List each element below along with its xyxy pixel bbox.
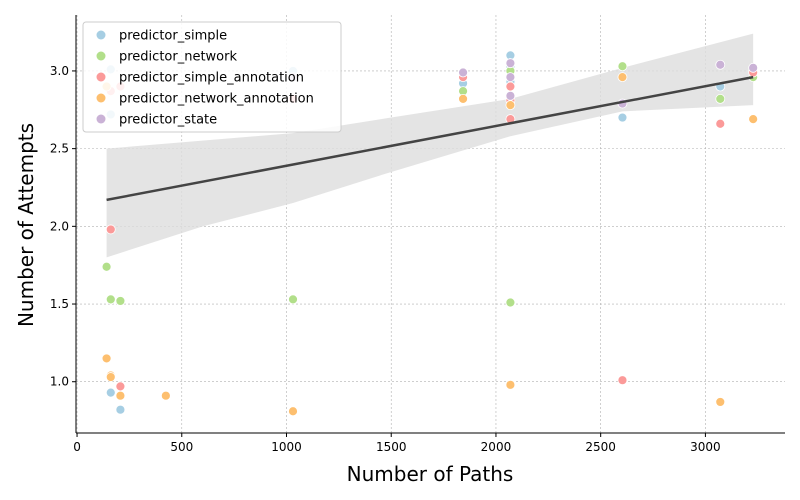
data-point-predictor_network	[105, 294, 116, 305]
data-point-predictor_state	[458, 67, 468, 78]
data-point-predictor_network_annotation	[617, 72, 628, 83]
x-tick-label: 0	[73, 440, 81, 454]
legend-marker	[96, 93, 106, 103]
x-tick-label: 1500	[376, 440, 407, 454]
legend-box	[82, 21, 342, 133]
y-tick-label: 3.0	[50, 64, 69, 78]
data-point-predictor_network	[115, 296, 126, 306]
legend-marker	[96, 30, 106, 40]
x-tick-label: 1000	[271, 440, 302, 454]
data-point-predictor_simple	[115, 404, 126, 415]
legend-marker	[96, 72, 106, 82]
data-point-predictor_network_annotation	[458, 94, 468, 104]
legend-label: predictor_simple	[119, 29, 227, 44]
data-point-predictor_network_annotation	[160, 390, 171, 401]
data-point-predictor_simple	[105, 387, 116, 398]
data-point-predictor_network	[101, 261, 112, 272]
regression-line	[106, 75, 754, 202]
data-point-predictor_network_annotation	[505, 100, 516, 111]
data-point-predictor_simple_annotation	[505, 81, 516, 92]
x-axis-label: Number of Paths	[347, 462, 514, 486]
data-point-predictor_network	[715, 94, 726, 104]
y-tick-label: 1.0	[50, 375, 69, 389]
data-point-predictor_simple_annotation	[105, 224, 116, 235]
data-point-predictor_simple_annotation	[715, 118, 726, 129]
legend-label: predictor_state	[119, 113, 217, 128]
data-point-predictor_network_annotation	[748, 114, 759, 125]
legend-label: predictor_simple_annotation	[119, 71, 304, 86]
data-point-predictor_network_annotation	[715, 397, 726, 407]
regression-line-path	[106, 75, 754, 202]
legend: predictor_simple predictor_networkpredict…	[82, 21, 342, 133]
x-tick-label: 2500	[585, 440, 616, 454]
data-point-predictor_state	[748, 62, 759, 73]
y-axis-label: Number of Attempts	[14, 123, 38, 327]
y-ticks: 1.0 1.5 2.0 2.5 3.0	[50, 64, 76, 389]
y-tick-label: 2.5	[50, 142, 69, 156]
legend-marker	[96, 51, 106, 61]
data-point-predictor_state	[505, 72, 516, 83]
x-tick-label: 2000	[481, 440, 512, 454]
data-point-predictor_simple	[617, 112, 628, 123]
y-tick-label: 2.0	[50, 219, 69, 233]
data-point-predictor_network_annotation	[105, 372, 116, 382]
data-point-predictor_simple_annotation	[617, 375, 628, 386]
confidence-band	[106, 33, 754, 258]
legend-marker	[96, 114, 106, 124]
data-point-predictor_state	[505, 90, 516, 101]
data-point-predictor_network	[288, 294, 298, 305]
data-point-predictor_network_annotation	[101, 353, 112, 364]
confidence-band-area	[106, 33, 754, 258]
data-point-predictor_network	[617, 61, 628, 72]
x-tick-label: 3000	[690, 440, 721, 454]
x-tick-label: 500	[170, 440, 193, 454]
data-point-predictor_network	[505, 297, 516, 308]
data-point-predictor_state	[715, 59, 726, 70]
x-ticks: 0 500 1000 1500 2000 2500 3000	[73, 433, 721, 454]
y-tick-label: 1.5	[50, 297, 69, 311]
data-point-predictor_network_annotation	[288, 406, 298, 417]
axes	[75, 15, 785, 434]
legend-label: predictor_network_annotation	[119, 92, 314, 107]
data-point-predictor_network_annotation	[115, 390, 126, 401]
legend-label: predictor_network	[119, 50, 237, 65]
data-point-predictor_simple_annotation	[115, 381, 126, 392]
data-point-predictor_network_annotation	[505, 379, 516, 390]
data-point-predictor_state	[505, 58, 516, 69]
